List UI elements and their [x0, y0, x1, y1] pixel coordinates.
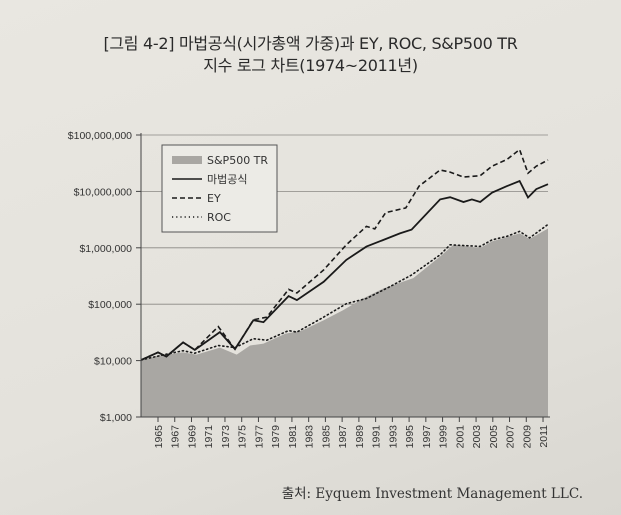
x-tick-label: 1983 [304, 425, 316, 449]
x-tick-label: 1981 [287, 425, 299, 449]
legend-label: ROC [207, 211, 231, 224]
source-note: 출처: Eyquem Investment Management LLC. [281, 486, 583, 502]
x-tick-label: 1991 [371, 425, 383, 449]
series-line-ROC [140, 223, 549, 361]
series-line-마법공식 [140, 179, 549, 361]
x-tick-label: 1969 [186, 425, 198, 449]
x-tick-label: 1977 [253, 425, 265, 449]
x-tick-label: 1997 [421, 425, 433, 449]
y-tick-label: $1,000,000 [79, 243, 132, 255]
legend-label: EY [207, 192, 221, 205]
x-tick-label: 2005 [488, 425, 500, 449]
x-tick-label: 2003 [471, 425, 483, 449]
x-tick-label: 1985 [320, 425, 332, 449]
x-tick-label: 1971 [203, 425, 215, 449]
x-tick-label: 1975 [237, 425, 249, 449]
x-tick-label: 1979 [270, 425, 282, 449]
x-tick-label: 1999 [438, 425, 450, 449]
chart-title: [그림 4-2] 마법공식(시가총액 가중)과 EY, ROC, S&P500 … [103, 34, 518, 53]
x-tick-label: 1987 [337, 425, 349, 449]
x-tick-label: 1965 [153, 425, 165, 449]
legend-label: 마법공식 [207, 173, 247, 186]
x-tick-label: 1967 [170, 425, 182, 449]
chart-subtitle: 지수 로그 차트(1974~2011년) [203, 56, 418, 75]
legend-label: S&P500 TR [207, 154, 268, 167]
y-tick-label: $100,000 [88, 299, 132, 311]
y-tick-label: $10,000,000 [74, 186, 133, 198]
y-tick-label: $1,000 [100, 412, 132, 424]
x-tick-label: 2011 [538, 425, 550, 448]
x-tick-label: 1993 [387, 425, 399, 449]
x-tick-label: 1989 [354, 425, 366, 449]
x-tick-label: 2009 [521, 425, 533, 449]
y-tick-label: $100,000,000 [68, 130, 132, 142]
x-tick-label: 1973 [220, 425, 232, 449]
x-tick-label: 2001 [454, 425, 466, 449]
x-tick-label: 1995 [404, 425, 416, 449]
y-tick-label: $10,000 [94, 356, 132, 368]
series-area-sp500 [141, 228, 549, 417]
legend-swatch [172, 156, 202, 164]
x-tick-label: 2007 [505, 425, 517, 449]
